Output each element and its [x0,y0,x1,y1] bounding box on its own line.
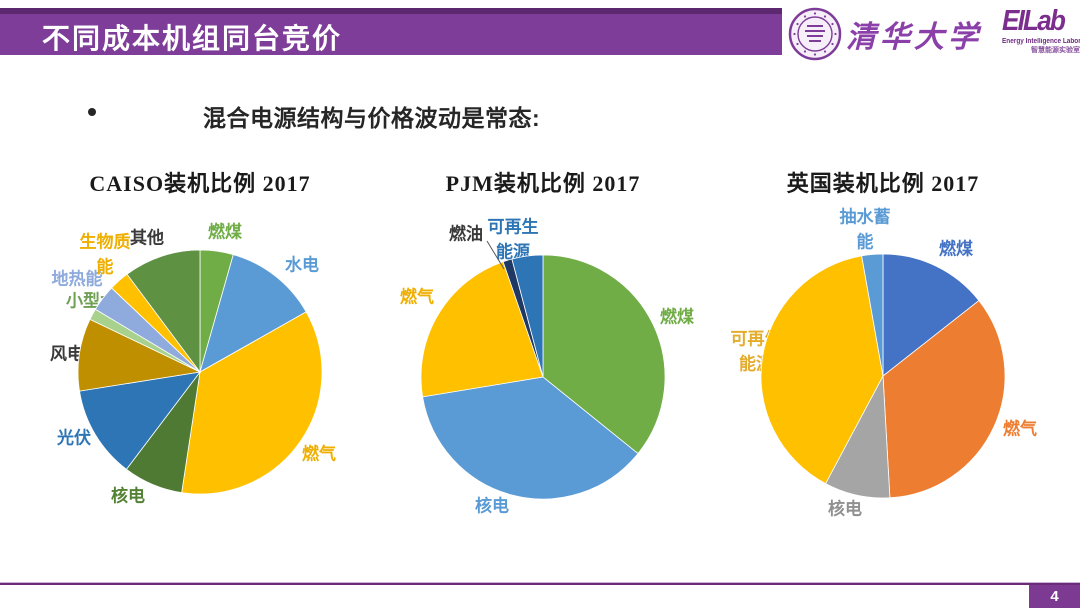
tsinghua-seal-icon [788,7,842,61]
chart-labels-pjm: 燃煤核电 燃气 燃油 可再生能源 [380,150,706,600]
bullet-text: 混合电源结构与价格波动是常态: [203,105,541,131]
pie-slice [126,249,201,374]
slice-label: 燃煤 [208,222,242,242]
pie-slice [181,311,323,495]
slice-label: 风电 [50,344,84,364]
slice-label: 抽水蓄能 [839,207,891,251]
page-number-badge: 4 [1029,585,1080,608]
pie-svg-caiso [77,249,323,495]
page-number: 4 [1050,588,1059,605]
pie-slice [199,254,307,373]
pie-slice [511,254,544,378]
slice-label: 可再生能源 [487,217,539,261]
pie-slice [861,253,884,377]
slice-label: 燃油 [449,224,483,244]
eilab-wordmark: EILab [1002,5,1066,37]
pie-slice [79,371,201,470]
pie-slice [760,255,884,485]
pie-svg-uk [760,253,1006,499]
slice-label: 水电 [285,255,319,275]
eilab-logo: EILab Energy Intelligence Laboratory 智慧能… [1002,5,1080,55]
pie-slice [420,261,544,398]
eilab-subtitle-cn: 智慧能源实验室 [1031,46,1080,54]
pie-slice [422,376,639,500]
slice-label: 燃煤 [660,307,694,327]
slice-label: 燃气 [1003,419,1037,439]
tsinghua-wordmark: 清华大学 [846,21,982,54]
pie-chart-caiso: CAISO装机比例 2017 燃煤 水电 燃气 核电 光伏 风电 小型水电 地热能 生物质能 其他 [20,150,380,600]
footer-rule-light [0,582,1080,583]
slice-label: 其他 [130,228,164,248]
pie-chart-uk: 英国装机比例 2017 燃煤 燃气 核电 可再生能源 抽水蓄能 [730,150,1038,600]
slice-label: 核电 [828,499,862,519]
chart-title-uk: 英国装机比例 2017 [786,171,980,196]
eilab-subtitle-en: Energy Intelligence Laboratory [1002,37,1080,45]
pie-slice [542,254,666,455]
header-bar [0,8,782,55]
chart-title-caiso: CAISO装机比例 2017 [89,171,311,196]
pie-chart-pjm: PJM装机比例 2017 燃煤核电 燃气 燃油 可再生能源 [380,150,706,600]
slice-label: 核电 [111,486,145,506]
slice-label: 燃煤 [939,239,973,259]
logo-area: 清华大学 EILab Energy Intelligence Laborator… [782,0,1080,70]
label-leader-line [486,240,505,270]
slice-label: 光伏 [57,428,91,448]
pie-slice [882,300,1006,499]
footer-rule [0,583,1080,585]
slice-label: 核电 [475,496,509,516]
bullet-dot [88,108,96,116]
page-title: 不同成本机组同台竞价 [42,23,343,54]
slice-label: 地热能 [51,269,103,289]
slice-label: 生物质能 [79,232,131,276]
header-accent-strip [0,8,782,14]
pie-slice [882,253,980,377]
chart-title-pjm: PJM装机比例 2017 [445,171,641,196]
pie-svg-pjm [420,240,666,500]
slice-label: 燃气 [400,287,434,307]
slice-label: 燃气 [302,444,336,464]
